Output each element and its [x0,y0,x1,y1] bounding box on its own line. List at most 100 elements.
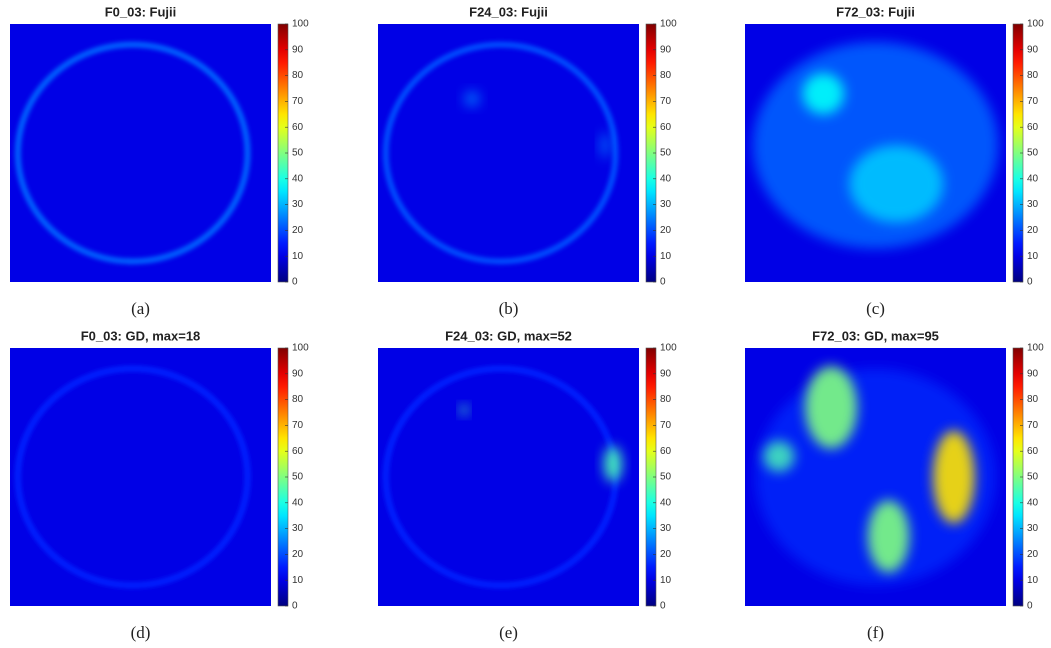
colorbar-tick-label: 100 [1027,343,1044,354]
colorbar-tick-label: 50 [292,148,304,159]
colorbar-tick-label: 70 [660,96,672,107]
colorbar-tick-label: 30 [292,199,304,210]
heatmap-blob [849,145,944,223]
panel-title: F0_03: GD, max=18 [81,328,201,343]
panel-caption: (a) [131,299,150,318]
colorbar-tick-label: 80 [292,394,304,405]
colorbar-tick-label: 100 [292,343,309,354]
colorbar-tick-label: 30 [292,523,304,534]
colorbar-tick-label: 90 [292,368,304,379]
colorbar-tick-label: 100 [660,343,677,354]
colorbar-tick-label: 80 [1027,394,1039,405]
panel-caption: (b) [499,299,519,318]
heatmap-background [378,348,639,606]
colorbar-tick-label: 0 [1027,277,1033,288]
colorbar-tick-label: 60 [292,122,304,133]
colorbar-tick-label: 40 [660,173,672,184]
colorbar-tick-label: 20 [292,549,304,560]
heatmap-image [10,24,271,282]
colorbar-tick-label: 40 [1027,173,1039,184]
colorbar-tick-label: 0 [1027,601,1033,612]
heatmap-blob [460,404,469,416]
colorbar-tick-label: 30 [660,199,672,210]
colorbar-tick-label: 50 [660,472,672,483]
panel-title: F24_03: GD, max=52 [445,328,572,343]
colorbar-tick-label: 10 [660,575,672,586]
heatmap-background [378,24,639,282]
colorbar-tick-label: 10 [292,251,304,262]
heatmap-image [378,24,639,282]
colorbar-tick-label: 50 [660,148,672,159]
panel-title: F72_03: GD, max=95 [812,328,939,343]
panel-title: F0_03: Fujii [105,4,177,19]
colorbar-tick-label: 50 [1027,148,1039,159]
panel-title: F72_03: Fujii [836,4,915,19]
panel-caption: (e) [499,623,518,642]
colorbar-tick-label: 10 [1027,251,1039,262]
colorbar-tick-label: 90 [1027,368,1039,379]
colorbar-tick-label: 100 [1027,19,1044,30]
colorbar-tick-label: 0 [660,277,666,288]
heatmap-blob [763,440,795,472]
colorbar-tick-label: 0 [292,277,298,288]
heatmap-image [745,24,1006,282]
colorbar-tick-label: 40 [660,497,672,508]
colorbar-tick-label: 40 [292,497,304,508]
colorbar-tick-label: 70 [292,96,304,107]
colorbar-tick-label: 20 [1027,225,1039,236]
colorbar-tick-label: 20 [1027,549,1039,560]
heatmap-blob [805,366,858,449]
panel: F0_03: Fujii (a) 0 10 20 30 40 50 60 70 80 90 100 [10,4,309,318]
heatmap-blob [599,132,611,159]
heatmap-image [378,348,639,606]
colorbar-tick-label: 70 [1027,420,1039,431]
heatmap-image [10,348,271,606]
colorbar-tick-label: 70 [1027,96,1039,107]
panel: F24_03: GD, max=52 (e) 0 10 20 30 40 50 60 70 80 90… [378,328,677,642]
colorbar-tick-label: 80 [660,70,672,81]
colorbar-tick-label: 80 [292,70,304,81]
heatmap-image [745,348,1006,606]
colorbar-tick-label: 40 [1027,497,1039,508]
colorbar-tick-label: 50 [1027,472,1039,483]
colorbar-tick-label: 30 [1027,523,1039,534]
panel-title: F24_03: Fujii [469,4,548,19]
colorbar-tick-label: 60 [1027,122,1039,133]
colorbar-tick-label: 70 [292,420,304,431]
colorbar-tick-label: 90 [660,368,672,379]
panel: F72_03: GD, max=95 (f) 0 10 20 30 40 50 60 70 80 90… [745,328,1044,642]
panel-caption: (f) [867,623,884,642]
panel-caption: (d) [131,623,151,642]
colorbar-tick-label: 0 [292,601,298,612]
colorbar-tick-label: 60 [660,122,672,133]
colorbar-tick-label: 80 [1027,70,1039,81]
heatmap-blob [867,500,910,573]
colorbar-tick-label: 40 [292,173,304,184]
colorbar-tick-label: 50 [292,472,304,483]
colorbar-tick-label: 100 [660,19,677,30]
heatmap-blob [932,430,975,524]
colorbar-tick-label: 20 [292,225,304,236]
panel-caption: (c) [866,299,885,318]
colorbar-tick-label: 0 [660,601,666,612]
colorbar-tick-label: 60 [1027,446,1039,457]
heatmap-ring [14,41,251,265]
colorbar-tick-label: 70 [660,420,672,431]
colorbar-tick-label: 80 [660,394,672,405]
heatmap-blob [603,446,623,483]
heatmap-blob [802,73,845,115]
colorbar-tick-label: 20 [660,549,672,560]
colorbar-tick-label: 60 [292,446,304,457]
panel: F72_03: Fujii (c) 0 10 20 30 40 50 60 70 80 90 100 [745,4,1044,318]
heatmap-background [10,24,271,282]
panel: F24_03: Fujii (b) 0 10 20 30 40 50 60 70 80 90 100 [378,4,677,318]
colorbar-tick-label: 30 [660,523,672,534]
heatmap-ring [14,365,251,589]
colorbar-tick-label: 10 [1027,575,1039,586]
colorbar-tick-label: 10 [292,575,304,586]
panel: F0_03: GD, max=18 (d) 0 10 20 30 40 50 60 70 80 90 1… [10,328,309,642]
colorbar-tick-label: 20 [660,225,672,236]
colorbar-tick-label: 100 [292,19,309,30]
colorbar-tick-label: 30 [1027,199,1039,210]
